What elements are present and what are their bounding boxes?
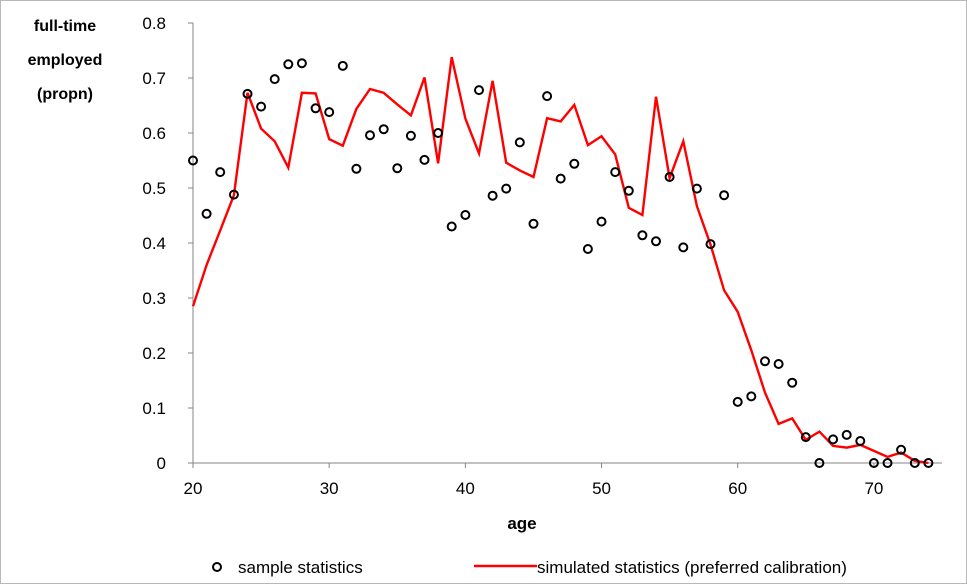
simulated-series-line [191,56,929,465]
sample-point [760,356,770,367]
sample-point [596,216,607,227]
sample-point [514,137,525,148]
sample-point [310,103,321,114]
sample-point [269,74,280,85]
y-axis-label-line-2: employed [28,52,103,69]
sample-point [705,239,716,250]
y-tick-label: 0 [157,454,166,473]
sample-point [582,244,593,254]
sample-point [637,230,648,241]
sample-point [215,167,226,178]
sample-point [242,88,253,99]
x-tick-label: 60 [728,479,747,498]
sample-point [474,85,484,96]
sample-point [923,458,934,468]
y-axis-label-line-1: full-time [34,18,96,35]
sample-point [501,183,512,194]
y-axis-ticks: 0 0.1 0.2 0.3 0.4 0.5 0.6 0.7 0.8 [142,14,193,473]
sample-point [433,128,444,138]
sample-point [828,434,839,445]
sample-point [664,172,675,182]
sample-point [814,458,825,468]
sample-point [378,124,389,135]
sample-point [446,221,457,232]
sample-point [678,242,689,253]
sample-point [365,130,375,141]
y-tick-label: 0.1 [142,399,166,418]
y-tick-label: 0.5 [142,179,166,198]
sample-point [896,444,907,455]
sample-point [623,185,634,196]
sample-point [746,391,757,402]
sample-point [787,377,798,388]
sample-point [841,429,852,440]
sample-point [610,167,621,178]
sample-point [460,210,471,220]
sample-point [719,190,730,201]
sample-point [324,107,335,118]
sample-point [569,158,580,169]
y-axis-label-line-3: (propn) [37,86,93,103]
sample-point [487,190,498,201]
legend-label-simulated: simulated statistics (preferred calibrat… [537,558,847,577]
x-axis-ticks: 20 30 40 50 60 70 [184,463,883,498]
sample-point [800,432,811,443]
y-tick-label: 0.4 [142,234,166,253]
y-tick-label: 0.6 [142,124,166,143]
sample-point [528,218,539,229]
x-tick-label: 50 [592,479,611,498]
x-tick-label: 20 [184,479,203,498]
y-tick-label: 0.2 [142,344,166,363]
sample-series-points [188,58,934,468]
sample-point [296,58,307,69]
sample-point [201,208,212,219]
y-tick-label: 0.3 [142,289,166,308]
sample-point [419,154,430,165]
x-tick-label: 40 [456,479,475,498]
legend-marker-sample [212,562,222,572]
sample-point [909,458,920,468]
y-axis-label: full-time employed (propn) [28,18,103,103]
x-tick-label: 70 [864,479,883,498]
sample-point [882,458,893,468]
sample-point [555,173,566,184]
x-axis-label: age [507,514,536,533]
sample-point [868,458,879,468]
legend-label-sample: sample statistics [238,558,363,577]
y-tick-label: 0.8 [142,14,166,33]
sample-point [188,155,198,166]
sample-point [773,359,784,369]
sample-point [691,183,702,194]
sample-point [542,91,553,102]
sample-point [732,396,743,407]
y-tick-label: 0.7 [142,69,166,88]
sample-point [855,436,866,446]
sample-point [392,163,403,174]
sample-point [651,236,661,247]
sample-point [228,189,239,200]
sample-point [351,163,362,174]
sample-point [337,60,348,71]
sample-point [405,130,416,141]
sample-point [256,101,267,112]
legend: sample statistics simulated statistics (… [212,558,847,577]
x-tick-label: 30 [320,479,339,498]
sample-point [283,59,294,70]
